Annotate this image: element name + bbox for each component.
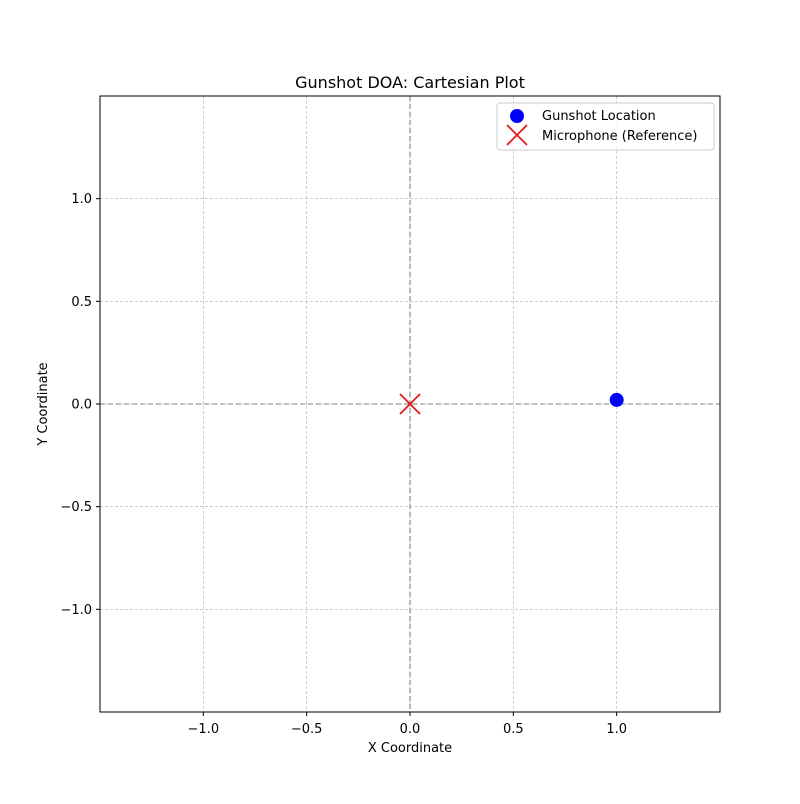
x-tick-label: −1.0: [188, 722, 220, 737]
gunshot-location-point: [609, 392, 624, 407]
y-tick-label: −1.0: [60, 603, 92, 618]
x-tick-label: 0.5: [503, 722, 524, 737]
legend-microphone-label: Microphone (Reference): [542, 129, 697, 144]
tick-layer: −1.0 −0.5 0.0 0.5 1.0 −1.0 −0.5 0.0 0.5 1.0: [60, 192, 627, 737]
chart-title: Gunshot DOA: Cartesian Plot: [295, 73, 525, 92]
legend-microphone-marker: [506, 124, 528, 146]
legend-gunshot-marker: [510, 109, 524, 123]
microphone-x-stroke: [399, 393, 421, 415]
microphone-reference-point: [399, 393, 421, 415]
y-tick-label: −0.5: [60, 500, 92, 515]
x-tick-label: −0.5: [291, 722, 323, 737]
marks-layer: [399, 392, 624, 415]
legend: Gunshot Location Microphone (Reference): [496, 102, 715, 151]
y-tick-label: 0.0: [71, 398, 92, 413]
x-tick-label: 1.0: [606, 722, 627, 737]
x-tick-label: 0.0: [400, 722, 421, 737]
y-axis-title: Y Coordinate: [36, 362, 51, 446]
x-axis-title: X Coordinate: [368, 741, 452, 756]
y-tick-label: 1.0: [71, 192, 92, 207]
y-tick-label: 0.5: [71, 295, 92, 310]
legend-frame: [496, 102, 715, 151]
legend-gunshot-label: Gunshot Location: [542, 109, 656, 124]
